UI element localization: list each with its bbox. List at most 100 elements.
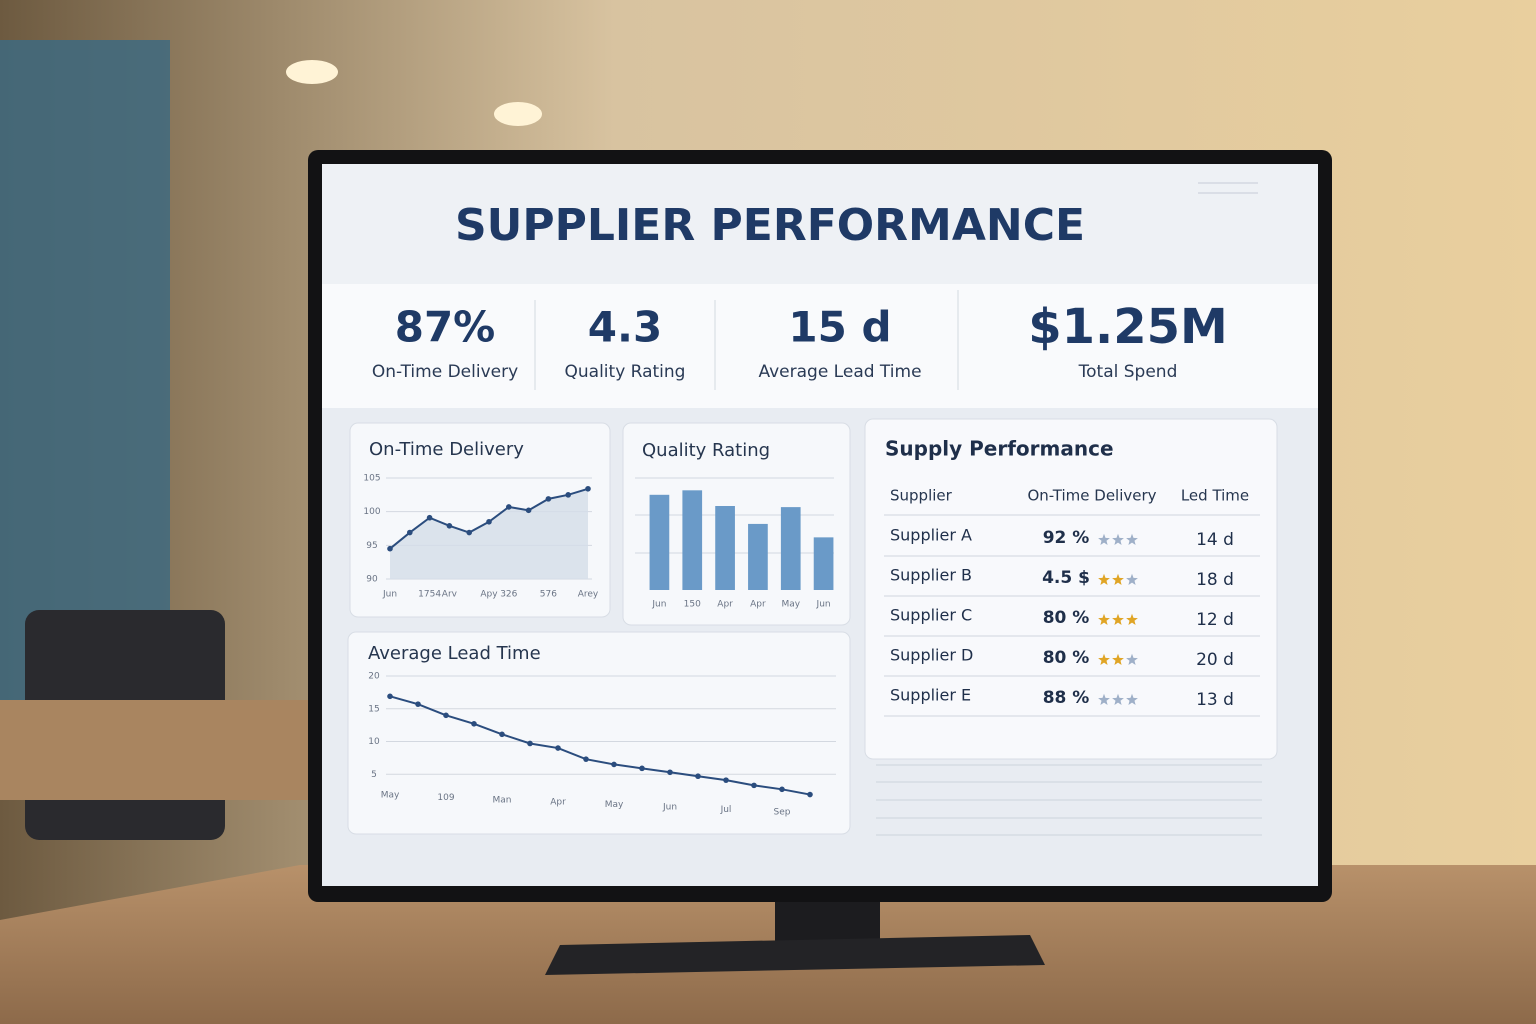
cell: 80 % [1043,608,1090,628]
star [1098,613,1110,625]
data-point [446,523,453,529]
star [1098,573,1110,585]
x-tick-label: May [605,800,624,810]
data-point [471,721,477,727]
header-bar [322,164,1318,284]
x-tick-label: May [781,600,800,610]
data-point [387,545,393,552]
star [1112,653,1124,665]
cell: Supplier D [890,646,973,665]
data-point [779,786,785,793]
cell: 18 d [1196,570,1234,590]
x-tick-label: Man [493,795,512,805]
data-point [555,745,561,751]
kpi-value: 4.3 [588,303,662,352]
x-tick-label: Apr [717,600,733,610]
cell: 88 % [1043,688,1090,708]
x-tick-label: May [381,791,400,801]
x-tick-label: 109 [437,793,454,803]
data-point [639,765,645,772]
star [1112,613,1124,625]
cell: 80 % [1043,648,1090,668]
cell: 14 d [1196,530,1234,550]
star [1098,653,1110,665]
table-title: Supply Performance [885,437,1114,461]
data-point [695,773,701,780]
x-tick-label: Jun [382,590,397,600]
data-point [751,782,757,789]
page-title: SUPPLIER PERFORMANCE [455,200,1085,251]
column-header: On-Time Delivery [1027,487,1156,505]
y-tick-label: 95 [366,541,377,551]
x-tick-label: Apy [480,590,498,600]
x-tick-label: Jul [720,805,732,815]
chart-title: Quality Rating [642,440,770,461]
data-point [583,756,589,762]
cell: Supplier A [890,526,972,545]
x-tick-label: 150 [684,600,701,610]
data-point [527,740,533,747]
x-tick-label: Apr [550,798,566,808]
kpi-label: On-Time Delivery [372,362,518,382]
x-tick-label: Arv [442,590,458,600]
cell: Supplier B [890,566,972,585]
star [1126,613,1138,625]
data-point [565,492,571,498]
panel [864,418,1278,760]
data-point [387,693,393,700]
y-tick-label: 10 [368,737,380,747]
bar [813,537,834,590]
data-point [723,777,729,783]
data-point [407,529,413,536]
kpi-label: Average Lead Time [758,362,921,382]
kpi-label: Quality Rating [565,362,686,382]
y-tick-label: 105 [363,474,380,484]
cell: 12 d [1196,610,1234,630]
kpi-value: $1.25M [1028,299,1228,355]
bar [780,507,801,590]
star [1126,573,1138,585]
star [1126,533,1138,545]
column-header: Led Time [1181,487,1249,505]
star [1112,573,1124,585]
x-tick-label: Jun [662,803,677,813]
x-tick-label: Apr [750,600,766,610]
y-tick-label: 15 [368,704,379,714]
data-point [466,529,473,536]
data-point [807,791,813,798]
y-tick-label: 5 [371,770,377,780]
y-tick-label: 90 [366,575,378,585]
cell: 20 d [1196,650,1234,670]
chart-title: On-Time Delivery [369,439,524,460]
data-point [443,712,449,719]
kpi-label: Total Spend [1078,362,1178,382]
data-point [426,514,433,521]
bar [649,494,670,590]
panel [347,631,851,835]
data-point [611,761,617,768]
cell: 4.5 $ [1042,568,1090,588]
data-point [667,769,673,776]
monitor-base [545,935,1045,975]
kpi-value: 15 d [788,303,891,352]
y-tick-label: 20 [368,672,380,682]
star [1126,693,1138,705]
x-tick-label: 576 [540,590,557,600]
column-header: Supplier [890,487,953,505]
data-point [585,485,591,492]
x-tick-label: 326 [500,590,517,600]
kpi-value: 87% [395,303,496,352]
bar [748,523,768,590]
chart-title: Average Lead Time [368,643,541,664]
data-line [389,695,811,796]
data-point [415,701,421,707]
back-table [0,700,330,800]
star [1112,693,1124,705]
x-tick-label: Sep [774,807,791,817]
ceiling-light [494,102,542,126]
star [1126,653,1138,665]
cell: Supplier E [890,686,971,705]
star [1098,693,1110,705]
